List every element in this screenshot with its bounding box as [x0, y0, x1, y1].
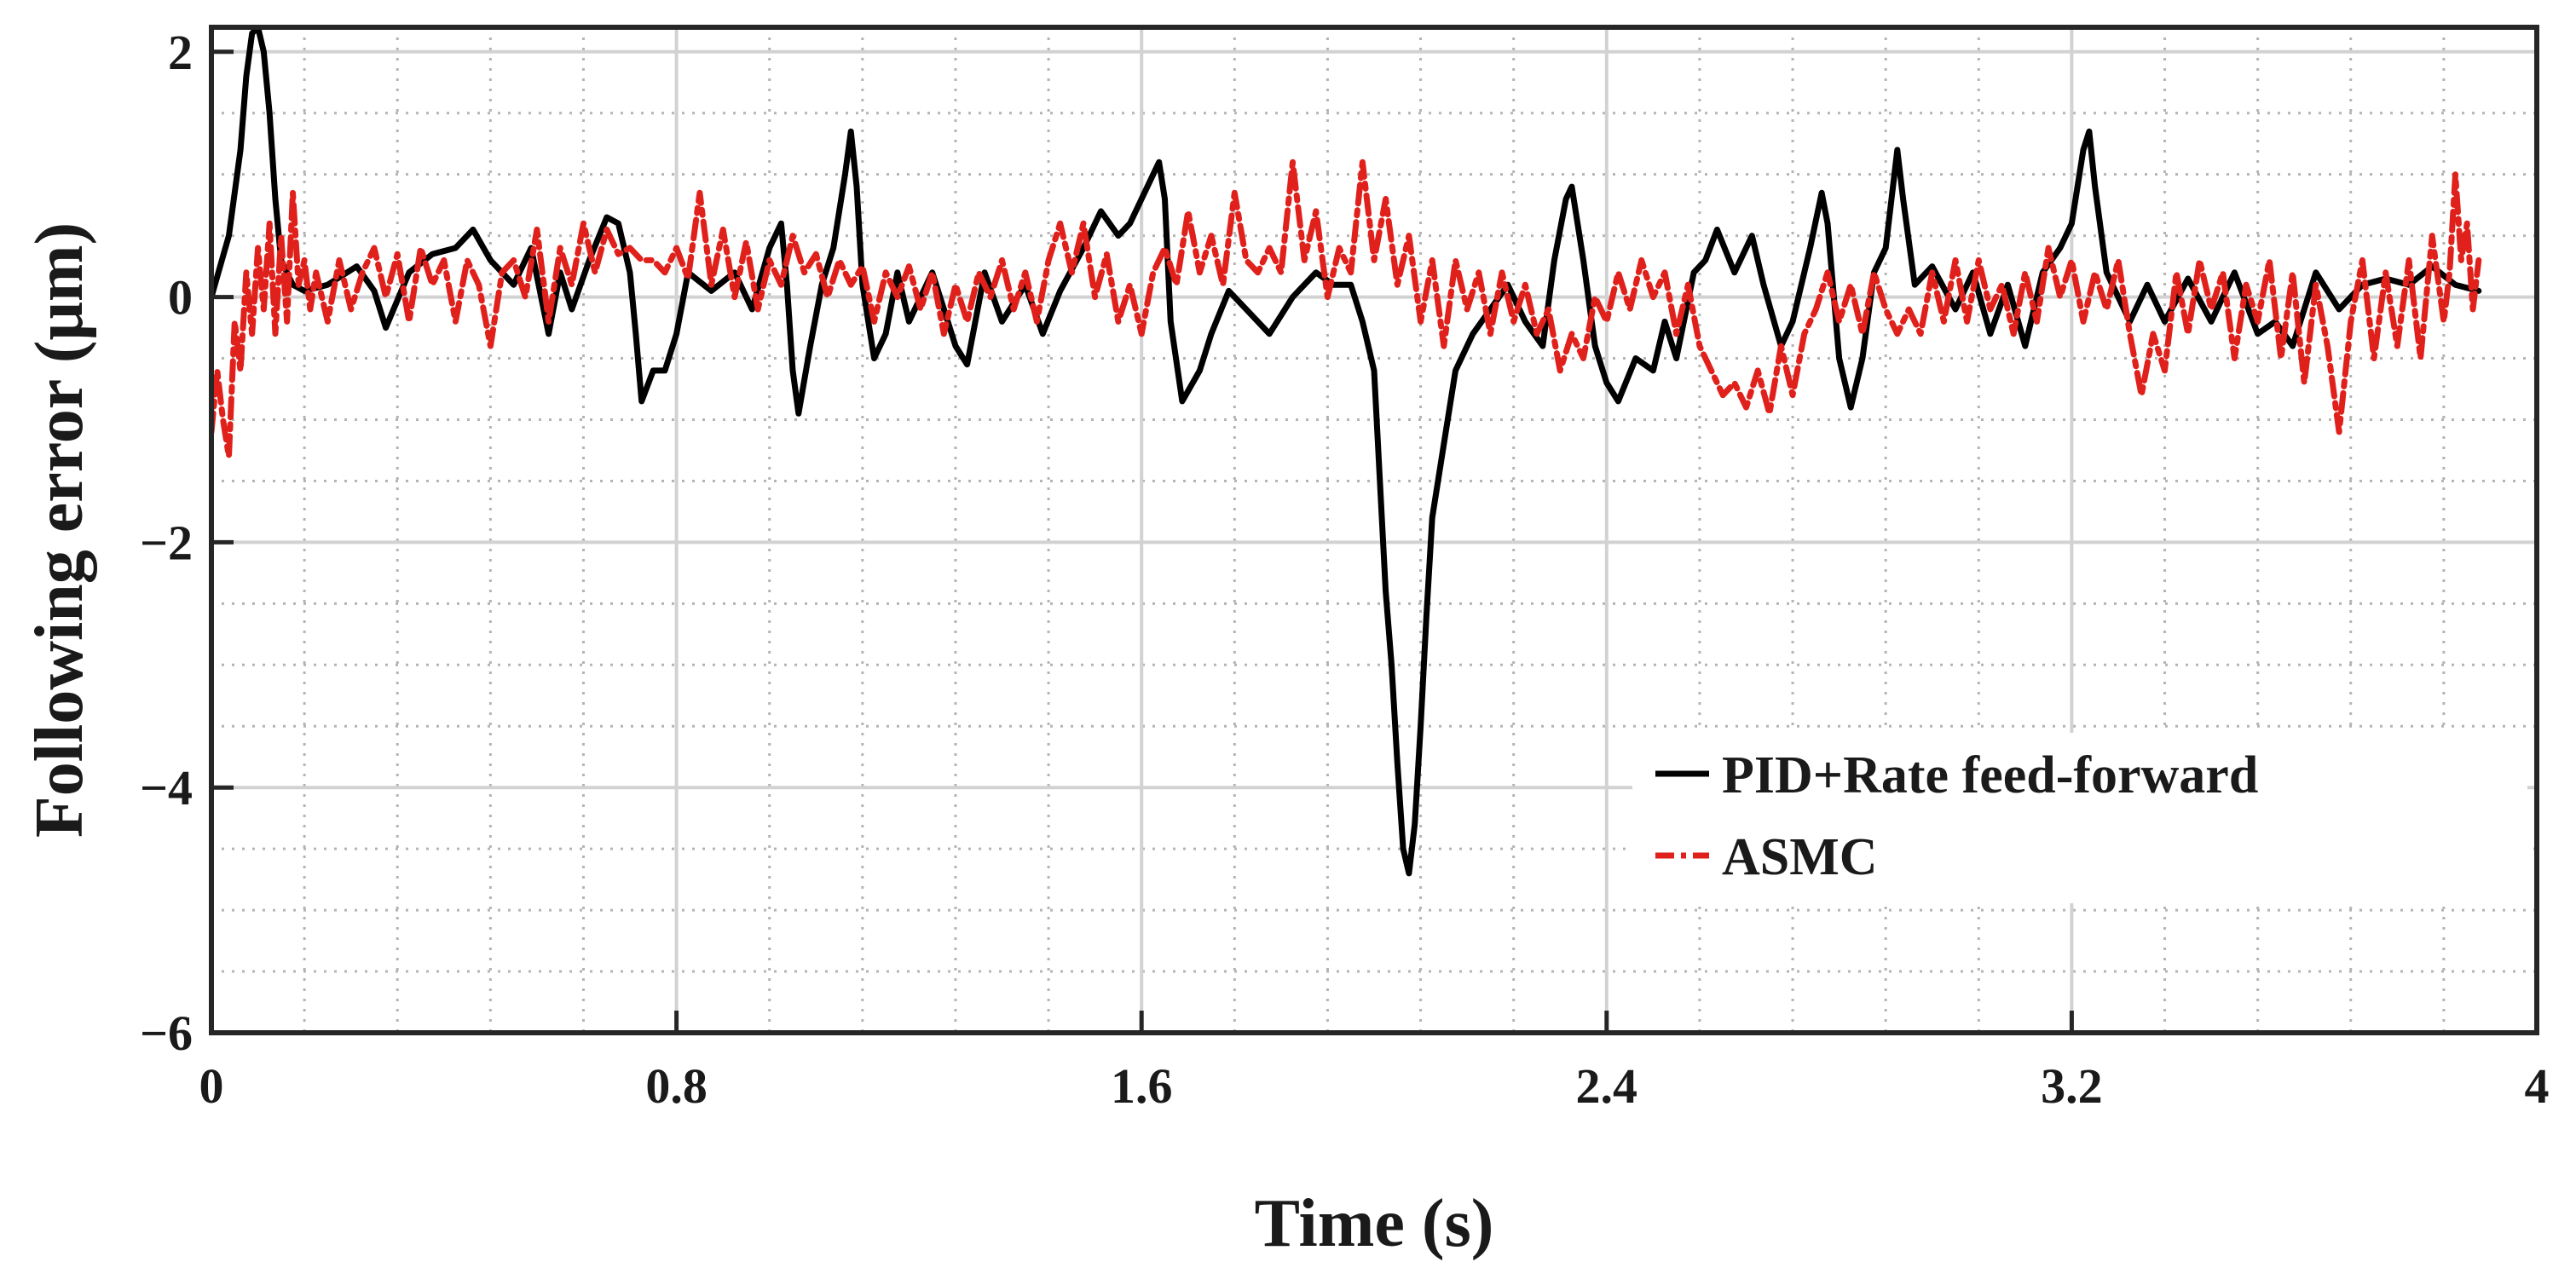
plot-frame — [209, 25, 2539, 1035]
legend-background — [1632, 733, 2527, 903]
major-grid — [211, 27, 2537, 1033]
series-line-pid-rate-feedforward — [211, 27, 2482, 877]
x-tick-label: 3.2 — [2041, 1058, 2103, 1114]
x-axis-ticks: 0 0.8 1.6 2.4 3.2 4 — [199, 1011, 2550, 1114]
x-tick-label: 1.6 — [1111, 1058, 1173, 1114]
legend-label-asmc: ASMC — [1722, 828, 1878, 886]
y-tick-label: 0 — [168, 270, 193, 326]
y-tick-label: −6 — [140, 1006, 193, 1061]
x-axis-title: Time (s) — [1255, 1186, 1494, 1261]
y-tick-label: 2 — [168, 25, 193, 80]
series-line-asmc — [211, 158, 2482, 460]
x-tick-label: 0.8 — [645, 1058, 708, 1114]
y-axis-title: Following error (μm) — [22, 222, 97, 838]
x-tick-label: 2.4 — [1576, 1058, 1638, 1114]
y-axis-ticks: −6 −4 −2 0 2 — [140, 25, 234, 1061]
y-tick-label: −4 — [140, 760, 193, 815]
y-tick-label: −2 — [140, 515, 193, 570]
legend-label-pid: PID+Rate feed-forward — [1722, 746, 2258, 804]
x-tick-label: 0 — [199, 1058, 224, 1114]
series-layer — [211, 27, 2482, 877]
legend: PID+Rate feed-forward ASMC — [1632, 733, 2527, 903]
x-tick-label: 4 — [2525, 1058, 2550, 1114]
